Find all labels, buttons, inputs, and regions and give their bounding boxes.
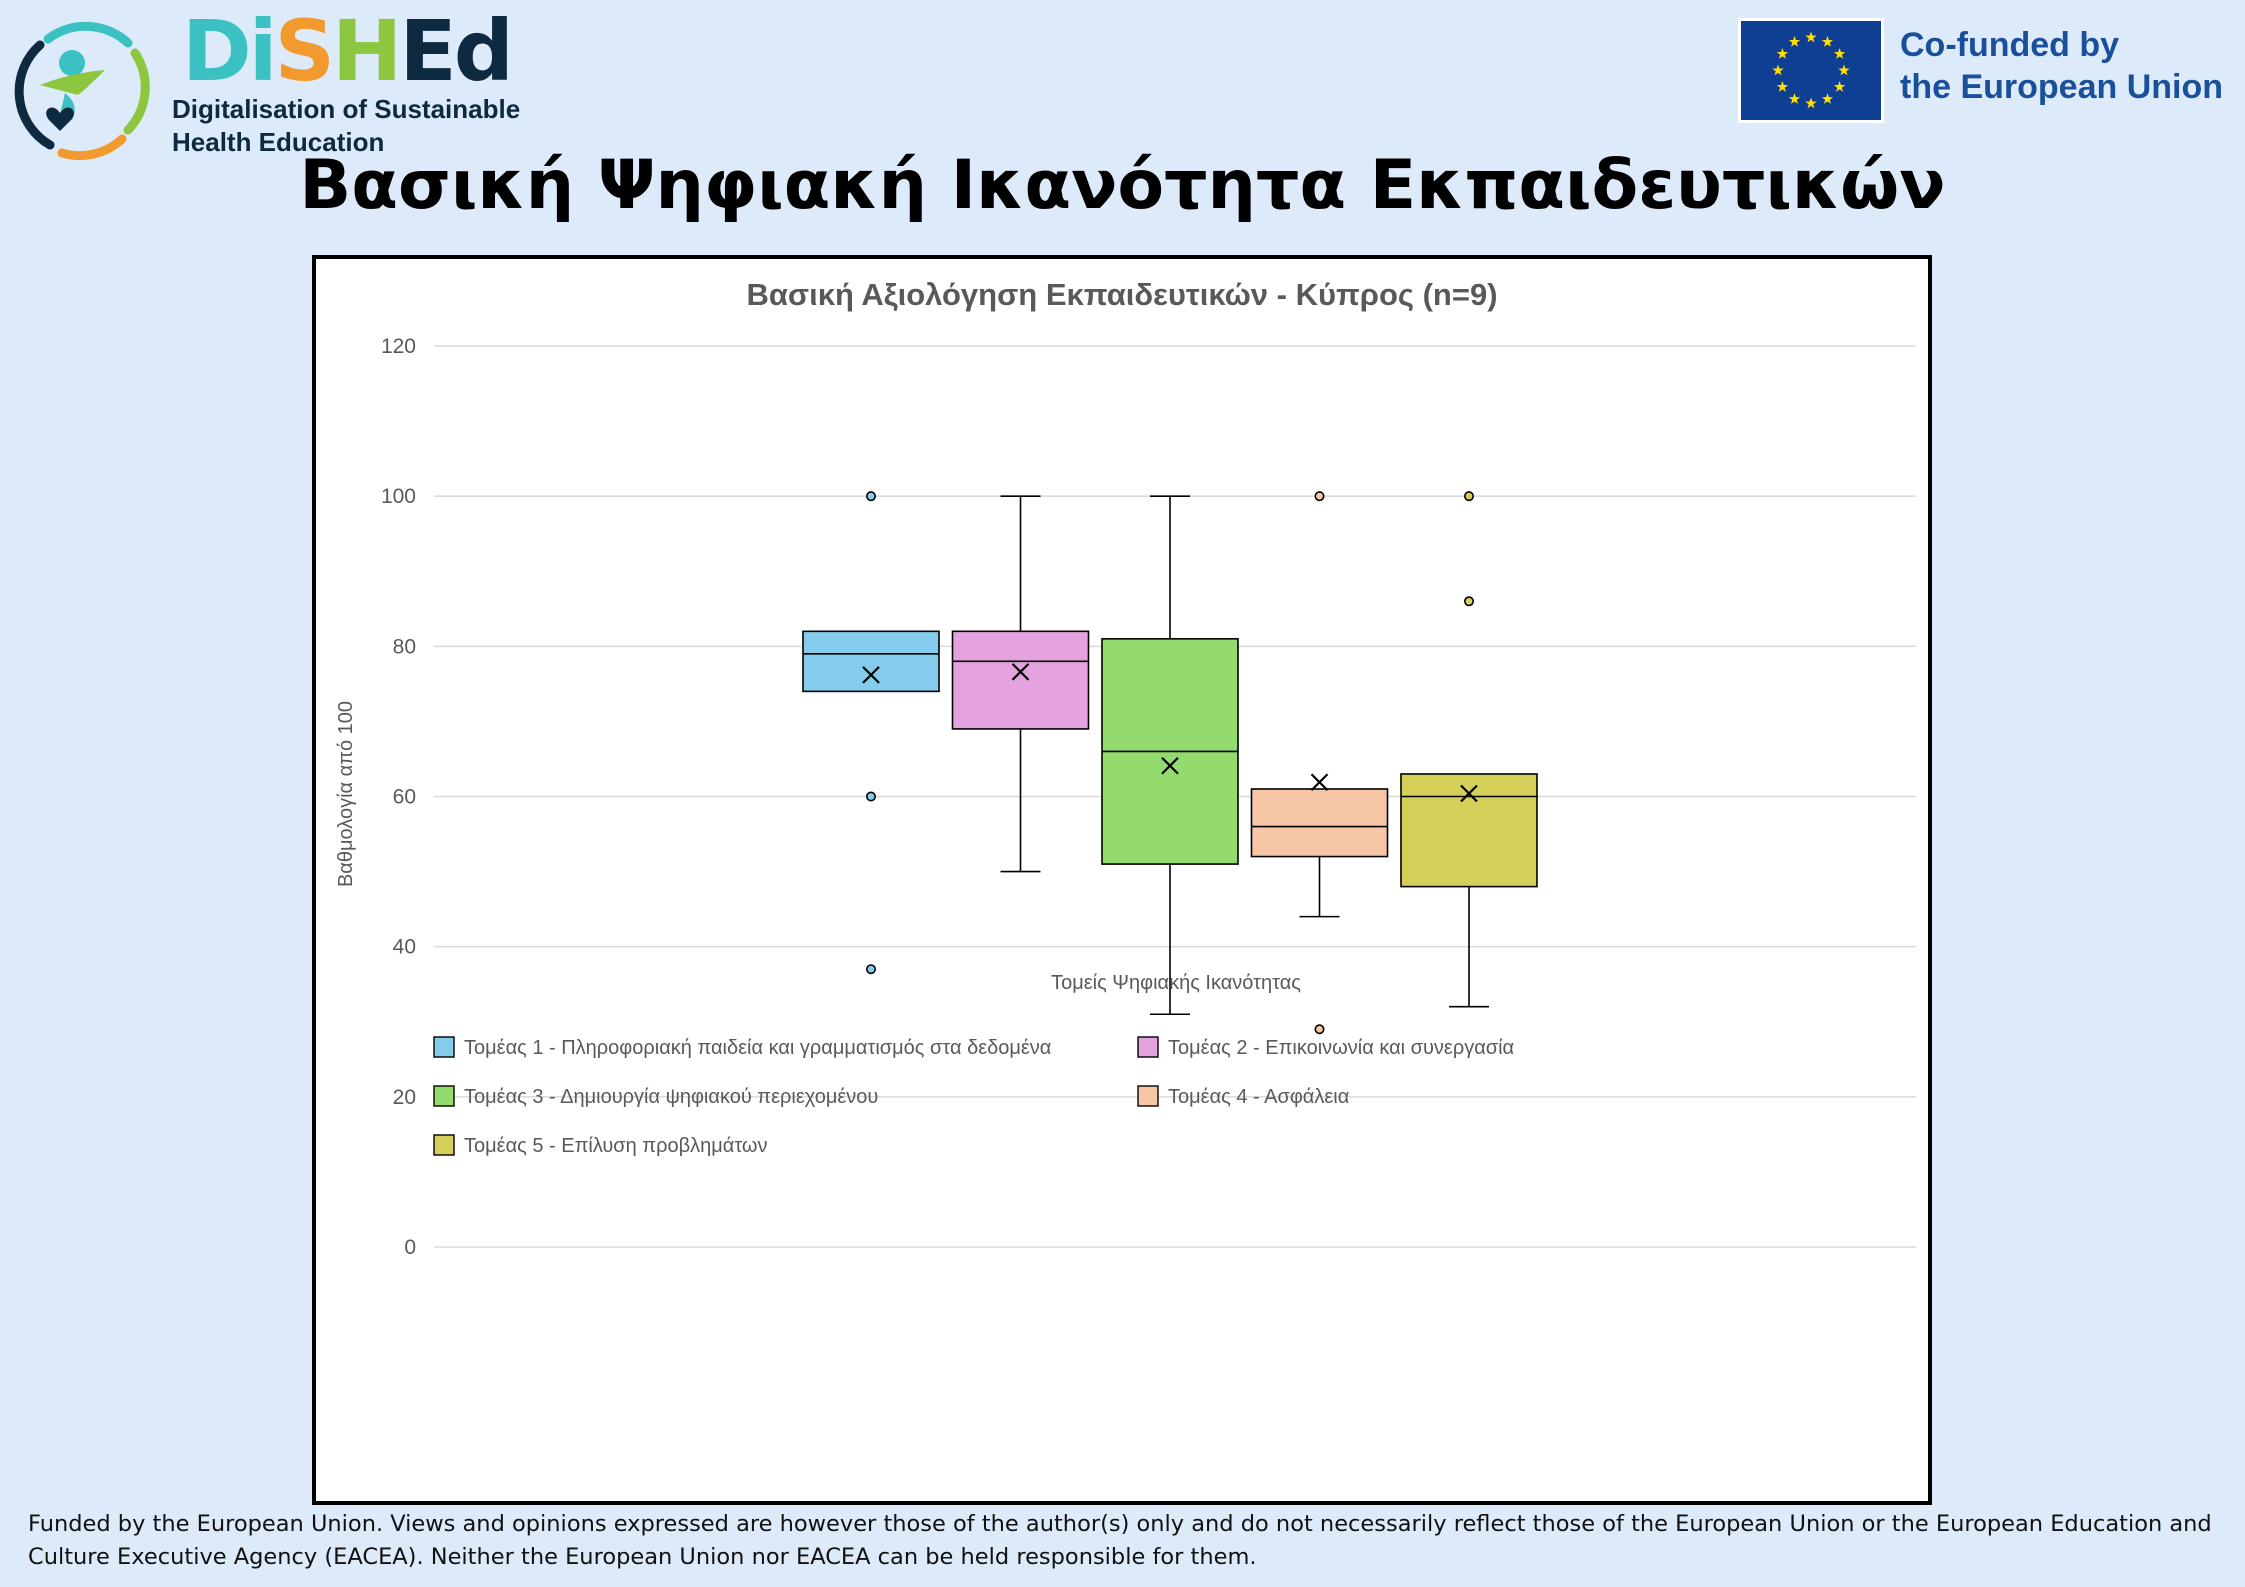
legend: Τομέας 1 - Πληροφοριακή παιδεία και γραμ… [433,1036,1514,1157]
box-series-2 [951,495,1090,873]
logo-letter: D [182,2,252,100]
outlier-point [1314,491,1325,502]
logo-letter: E [399,2,456,100]
box-series-3 [1101,495,1239,1016]
logo-wordmark: DiSHEd [182,2,514,100]
legend-swatch [1137,1036,1159,1058]
legend-item: Τομέας 5 - Επίλυση προβλημάτων [433,1134,768,1157]
legend-item: Τομέας 1 - Πληροφοριακή παιδεία και γραμ… [433,1036,1051,1059]
legend-swatch [433,1134,455,1156]
chart-frame: Βασική Αξιολόγηση Εκπαιδευτικών - Κύπρος… [312,255,1932,1505]
logo-letter: i [248,2,278,100]
legend-swatch [433,1036,455,1058]
y-axis-label: Βαθμολογία από 100 [335,701,357,887]
legend-label: Τομέας 2 - Επικοινωνία και συνεργασία [1168,1037,1514,1059]
mean-marker [1460,784,1478,803]
person-heart-icon [14,21,150,161]
legend-swatch [433,1085,455,1107]
outlier-point [1464,491,1475,502]
eu-star-icon [1833,48,1846,59]
eu-cofunded-text: Co-funded by the European Union [1900,24,2223,108]
eu-text-line2: the European Union [1900,68,2223,106]
eu-cofunded-badge: Co-funded by the European Union [1738,18,2238,126]
outlier-point [865,791,876,802]
logo-letter: d [453,2,514,100]
chart-title: Βασική Αξιολόγηση Εκπαιδευτικών - Κύπρος… [746,277,1497,312]
outlier-point [1464,596,1475,607]
eu-star-icon [1776,81,1789,92]
y-tick-label: 120 [381,335,416,358]
box-series-4 [1250,491,1389,1035]
outlier-point [1314,1024,1325,1035]
logo-letter: H [332,2,402,100]
y-tick-label: 40 [393,936,416,959]
eu-flag-icon [1738,18,1884,123]
legend-swatch [1137,1085,1159,1107]
legend-item: Τομέας 2 - Επικοινωνία και συνεργασία [1137,1036,1514,1059]
eu-star-icon [1833,81,1846,92]
y-tick-label: 100 [381,485,416,508]
legend-label: Τομέας 1 - Πληροφοριακή παιδεία και γραμ… [464,1037,1051,1059]
mean-marker [1011,663,1030,681]
outlier-point [865,491,876,502]
legend-label: Τομέας 4 - Ασφάλεια [1168,1086,1349,1108]
box-plot-chart: Βασική Αξιολόγηση Εκπαιδευτικών - Κύπρος… [335,277,1916,1259]
box [951,630,1090,730]
funding-disclaimer: Funded by the European Union. Views and … [28,1511,2212,1570]
eu-text-line1: Co-funded by [1900,26,2120,64]
logo-subtitle-line2: Health Education [172,127,385,157]
eu-star-icon [1772,64,1784,76]
legend-item: Τομέας 3 - Δημιουργία ψηφιακού περιεχομέ… [433,1085,878,1108]
y-tick-label: 80 [393,635,416,658]
logo-letter: S [274,2,335,100]
legend-label: Τομέας 5 - Επίλυση προβλημάτων [464,1135,768,1157]
eu-star-icon [1821,93,1834,104]
outlier-point [865,964,876,975]
logo-subtitle-line1: Digitalisation of Sustainable [172,94,521,124]
eu-star-icon [1838,64,1850,76]
y-tick-label: 0 [404,1236,416,1259]
legend-item: Τομέας 4 - Ασφάλεια [1137,1085,1349,1108]
dished-logo: DiSHEd Digitalisation of Sustainable Hea… [10,9,550,165]
box [1400,773,1538,888]
mean-marker [862,666,880,684]
page-title: Βασική Ψηφιακή Ικανότητα Εκπαιδευτικών [299,146,1946,225]
eu-star-icon [1821,35,1834,47]
eu-star-icon [1805,31,1817,43]
box-series-1 [802,491,940,975]
eu-star-icon [1776,48,1789,59]
mean-marker [1161,756,1179,775]
box-series-5 [1400,491,1538,1008]
legend-label: Τομέας 3 - Δημιουργία ψηφιακού περιεχομέ… [464,1086,878,1108]
box-series [802,491,1538,1035]
mean-marker [1310,773,1329,792]
y-tick-label: 60 [393,786,416,809]
eu-star-icon [1788,35,1801,47]
y-tick-labels: 0 20 40 60 80 100 120 [381,335,416,1259]
logo-subtitle: Digitalisation of Sustainable Health Edu… [172,93,520,159]
eu-star-icon [1788,93,1801,104]
box [1250,788,1389,858]
x-axis-label: Τομείς Ψηφιακής Ικανότητας [1051,972,1301,994]
y-tick-label: 20 [393,1086,416,1109]
eu-star-icon [1805,97,1817,109]
box [802,630,940,693]
